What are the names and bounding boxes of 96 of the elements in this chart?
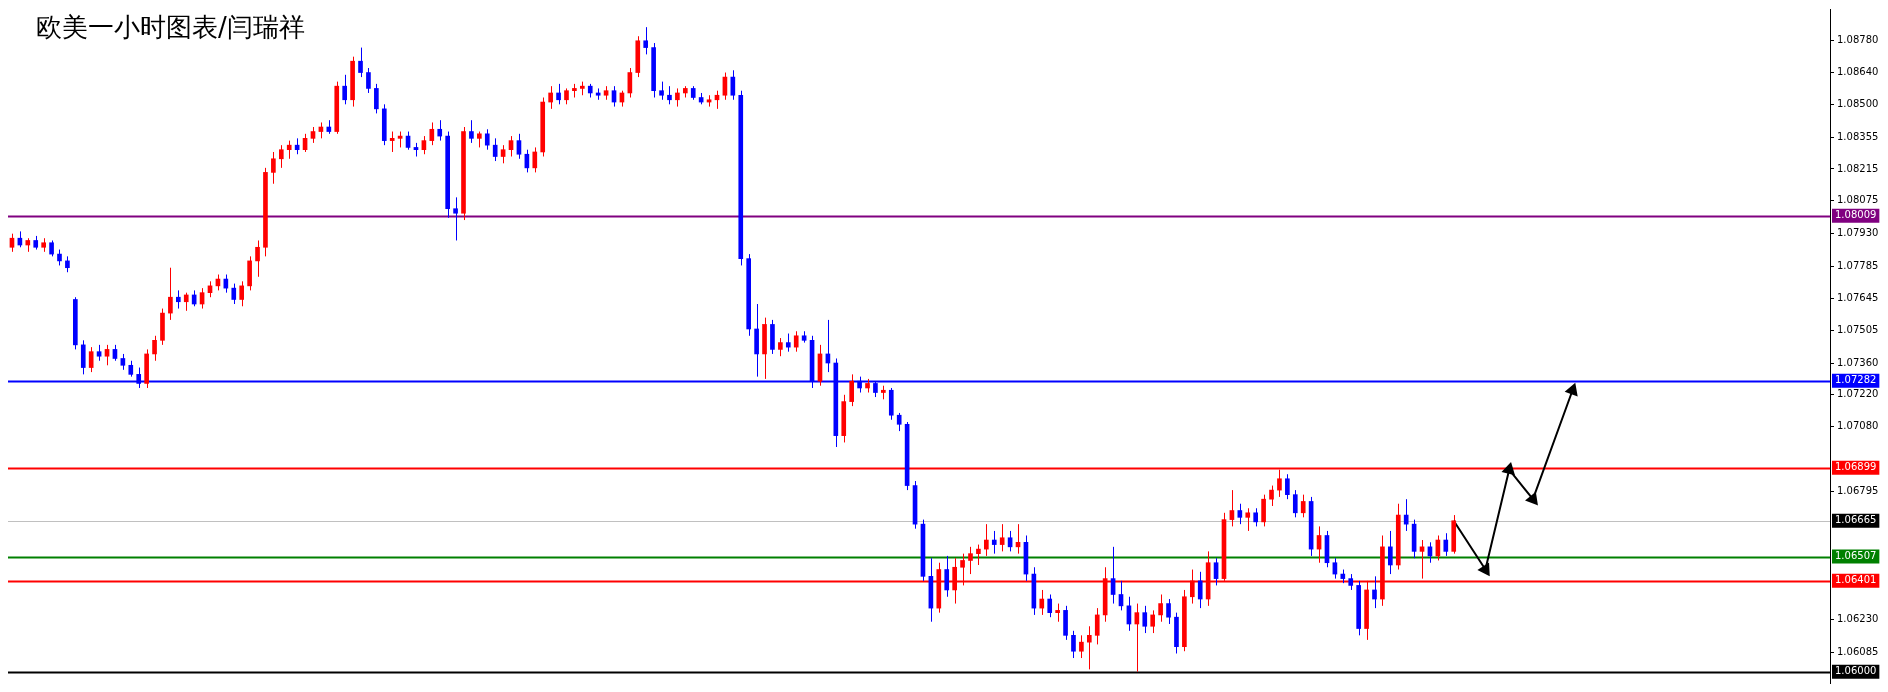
candlestick [429,121,435,146]
candlestick [358,47,363,78]
candlestick [88,346,94,373]
candlestick [1150,609,1156,634]
candlestick [469,119,474,144]
y-tick-label: 1.07930 [1837,227,1879,239]
ref-line-label: 1.06401 [1835,574,1877,586]
candlestick [286,140,292,160]
candlestick [1253,507,1258,527]
y-tick-label: 1.07360 [1837,356,1879,368]
point [1526,492,1538,505]
candlestick [374,83,379,114]
candlestick [175,289,181,310]
y-tick-label: 1.07505 [1837,323,1879,335]
candlestick [1388,530,1393,575]
point [1502,462,1515,475]
candlestick [976,544,981,566]
candlestick [231,283,237,305]
candlestick [1039,589,1045,616]
candlestick [492,137,498,162]
y-tick-label: 1.08780 [1837,34,1879,46]
candlestick [168,267,173,321]
candlestick [556,83,561,105]
candlestick [389,131,395,153]
ref-line-label: 1.08009 [1835,209,1877,221]
candlestick [1292,489,1298,518]
y-tick-label: 1.07645 [1837,291,1879,303]
point [1478,563,1490,576]
candlestick [255,239,260,278]
candlestick [1166,598,1171,625]
candlestick [1071,630,1076,659]
candlestick [183,292,189,312]
y-tick-label: 1.06230 [1837,613,1879,625]
candlestick [152,335,157,362]
candlestick [1403,498,1409,532]
candlestick [1158,594,1163,623]
candlestick [1197,571,1203,609]
y-tick-label: 1.08355 [1837,130,1879,142]
candlestick [1079,634,1084,659]
candlestick [239,280,245,307]
ref-line-label: 1.07282 [1835,374,1877,386]
candlestick [453,196,458,241]
ref-line-label: 1.06000 [1835,665,1877,677]
candlestick [991,530,997,555]
candlestick [675,87,680,108]
candlestick [1300,494,1306,518]
candlestick [342,74,347,105]
chart-title: 欧美一小时图表/闫瑞祥 [36,11,305,44]
candlestick [1142,605,1148,634]
candlestick [548,85,553,110]
candlestick [500,144,506,164]
candlestick [667,85,672,105]
y-tick-label: 1.06085 [1837,645,1879,657]
candlestick [643,26,649,55]
y-tick-label: 1.07220 [1837,388,1879,400]
candlestick [437,119,443,142]
y-tick-label: 1.08500 [1837,97,1879,109]
candlestick [944,555,950,598]
candlestick [659,81,664,101]
ref-line-label: 1.06507 [1835,550,1877,562]
candlestick [484,128,490,151]
y-tick-label: 1.07785 [1837,260,1879,272]
y-tick-label: 1.08640 [1837,66,1879,78]
candlestick [1261,494,1266,527]
candlestick [785,333,791,353]
candlestick [1094,607,1100,645]
candlestick [1285,473,1290,500]
candlestick [1055,603,1060,623]
candlestick [1269,485,1274,507]
ref-line-label: 1.06899 [1835,461,1877,473]
candlestick [104,344,110,366]
candlestick [1086,625,1092,670]
candlestick [984,523,989,557]
candlestick [1443,532,1449,557]
candlestick [999,523,1005,552]
candlestick [1237,503,1243,525]
candlestick [849,373,854,407]
candlestick [271,151,276,185]
y-tick-label: 1.06795 [1837,484,1879,496]
ref-line-label: 1.06665 [1835,514,1877,526]
candlestick [896,412,902,432]
candlestick [1047,594,1053,618]
candlestick [778,337,783,357]
y-tick-label: 1.08215 [1837,162,1879,174]
candlestick [968,546,973,575]
candlestick [278,144,284,169]
candlestick [366,67,371,94]
point [1565,383,1578,396]
y-tick-label: 1.08075 [1837,194,1879,206]
candlestick [532,146,538,173]
candlestick [1372,575,1377,609]
candlestick [1245,507,1251,532]
y-tick-label: 1.07080 [1837,420,1879,432]
candlestick [793,330,799,353]
candlestick [80,339,86,375]
candlestick [516,133,522,160]
